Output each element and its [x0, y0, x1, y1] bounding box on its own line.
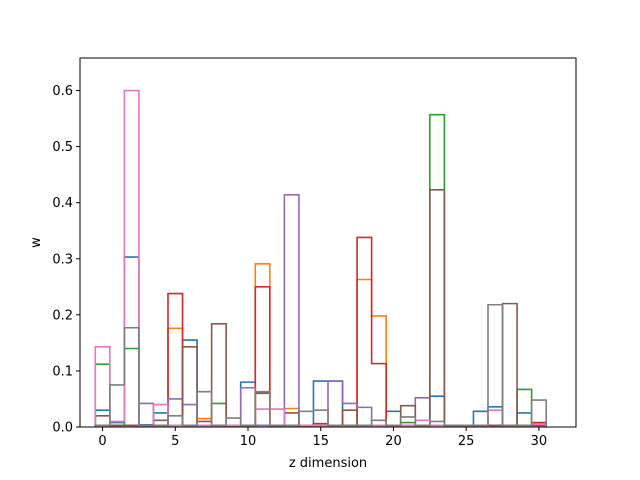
y-tick-label: 0.3 — [52, 252, 73, 267]
y-tick-label: 0.0 — [52, 421, 73, 436]
x-tick-label: 25 — [458, 434, 475, 449]
y-tick-label: 0.6 — [52, 84, 73, 99]
plot-area — [94, 89, 547, 427]
y-tick-label: 0.5 — [52, 140, 73, 155]
x-tick-label: 20 — [385, 434, 402, 449]
x-tick-label: 5 — [171, 434, 179, 449]
x-tick-label: 30 — [531, 434, 548, 449]
series-7-step-line — [94, 89, 547, 427]
y-tick-label: 0.2 — [52, 308, 73, 323]
series-6-step-line — [94, 188, 547, 427]
y-tick-label: 0.4 — [52, 196, 73, 211]
y-axis: 0.0 0.1 0.2 0.3 0.4 0.5 0.6 — [52, 84, 80, 436]
y-axis-label: w — [29, 237, 44, 248]
axes-frame — [79, 57, 577, 428]
x-tick-label: 10 — [240, 434, 257, 449]
x-tick-label: 0 — [98, 434, 106, 449]
series-1-step-line — [94, 256, 547, 427]
series-4-step-line — [94, 236, 547, 427]
x-axis-label: z dimension — [289, 456, 367, 471]
series-2-step-line — [94, 263, 547, 427]
x-tick-label: 15 — [312, 434, 329, 449]
series-8-step-line — [94, 303, 547, 427]
x-axis: 0 5 10 15 20 25 30 — [98, 427, 547, 449]
y-tick-label: 0.1 — [52, 364, 73, 379]
series-5-step-line — [94, 194, 547, 427]
series-3-step-line — [94, 113, 547, 427]
